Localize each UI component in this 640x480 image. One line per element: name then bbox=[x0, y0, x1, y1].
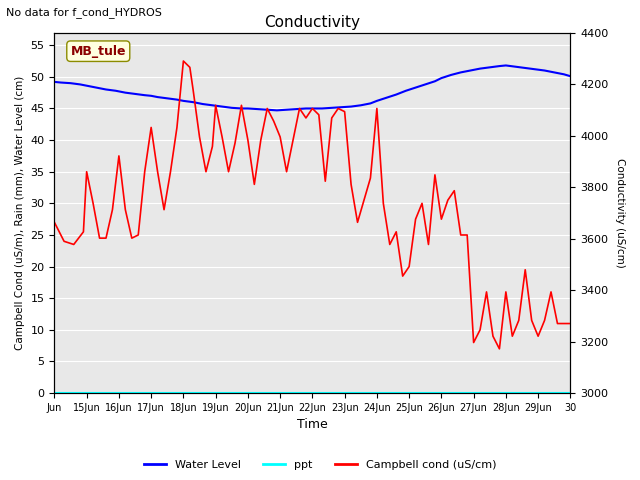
Campbell cond (uS/cm) bbox=[438, 216, 445, 222]
Campbell cond (uS/cm) bbox=[340, 109, 348, 115]
Water Level bbox=[550, 70, 558, 75]
Legend: Water Level, ppt, Campbell cond (uS/cm): Water Level, ppt, Campbell cond (uS/cm) bbox=[140, 456, 500, 474]
Water Level bbox=[163, 96, 171, 101]
Water Level bbox=[495, 63, 503, 69]
Water Level bbox=[273, 108, 281, 113]
Y-axis label: Conductivity (uS/cm): Conductivity (uS/cm) bbox=[615, 158, 625, 268]
Line: Campbell cond (uS/cm): Campbell cond (uS/cm) bbox=[54, 61, 570, 349]
Water Level bbox=[402, 88, 410, 94]
Campbell cond (uS/cm) bbox=[495, 346, 503, 352]
Y-axis label: Campbell Cond (uS/m), Rain (mm), Water Level (cm): Campbell Cond (uS/m), Rain (mm), Water L… bbox=[15, 76, 25, 350]
Campbell cond (uS/cm) bbox=[528, 317, 536, 323]
Text: MB_tule: MB_tule bbox=[70, 45, 126, 58]
Water Level bbox=[502, 62, 509, 68]
Campbell cond (uS/cm) bbox=[180, 58, 188, 64]
Title: Conductivity: Conductivity bbox=[264, 15, 360, 30]
Campbell cond (uS/cm) bbox=[51, 219, 58, 225]
X-axis label: Time: Time bbox=[297, 419, 328, 432]
Campbell cond (uS/cm) bbox=[508, 333, 516, 339]
Campbell cond (uS/cm) bbox=[476, 327, 484, 333]
Water Level bbox=[173, 97, 180, 103]
Line: Water Level: Water Level bbox=[54, 65, 570, 110]
Campbell cond (uS/cm) bbox=[566, 321, 574, 326]
Water Level bbox=[51, 79, 58, 85]
Text: No data for f_cond_HYDROS: No data for f_cond_HYDROS bbox=[6, 7, 163, 18]
Water Level bbox=[566, 73, 574, 79]
Water Level bbox=[438, 75, 445, 81]
Campbell cond (uS/cm) bbox=[380, 201, 387, 206]
